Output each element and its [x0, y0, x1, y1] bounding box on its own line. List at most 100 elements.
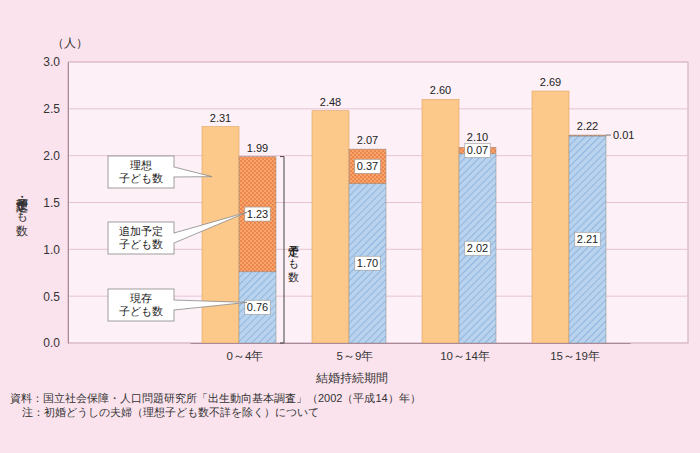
bracket [280, 157, 284, 343]
data-label-box: 2.21 [575, 232, 600, 246]
data-label-bg [465, 143, 490, 157]
data-label-box: 0.76 [245, 300, 270, 314]
callout-joint [173, 168, 175, 177]
callout-box [108, 222, 174, 254]
x-tick-label: 15～19年 [550, 350, 600, 362]
data-label: 2.02 [467, 242, 488, 254]
background [0, 0, 700, 453]
callout: 理想子ども数 [108, 156, 212, 188]
total-label: 2.07 [357, 134, 378, 146]
data-label-bg [245, 300, 270, 314]
data-label-bg [355, 256, 380, 270]
data-label-bg [465, 241, 490, 255]
y-tick: 3.0 [43, 55, 68, 69]
y-tick-label: 2.0 [43, 149, 60, 163]
callout-joint [173, 301, 175, 310]
note: 資料：国立社会保障・人口問題研究所「出生動向基本調査」（2002（平成14）年） [10, 392, 421, 404]
callout-line: 理想 [130, 159, 152, 171]
data-label: 2.60 [430, 84, 451, 96]
x-tick: 10～14年 [440, 343, 490, 362]
data-label-box: 1.70 [355, 256, 380, 270]
bar-segment [239, 272, 276, 343]
x-tick-label: 5～9年 [337, 350, 374, 362]
callout-pointer [174, 167, 212, 177]
x-tick: 5～9年 [337, 343, 374, 362]
y-tick: 2.0 [43, 149, 68, 163]
data-label-bg [355, 159, 380, 173]
callout-joint [173, 234, 175, 243]
callout-line: 追加予定 [119, 225, 163, 237]
callout-line: 子ども数 [119, 238, 163, 250]
total-label: 2.10 [467, 131, 488, 143]
data-label: 2.48 [320, 96, 341, 108]
callout: 現存子ども数 [108, 289, 247, 321]
x-axis: 0～4年 5～9年 10～14年 15～19年 [191, 343, 631, 362]
leader-line [606, 135, 611, 136]
data-label: 2.31 [210, 112, 231, 124]
y-unit: （人） [52, 37, 88, 50]
data-label: 1.70 [357, 257, 378, 269]
x-tick: 15～19年 [550, 343, 600, 362]
bar-segment [349, 149, 386, 184]
bar [532, 91, 569, 343]
data-label: 0.76 [247, 301, 268, 313]
bar-segment [239, 157, 276, 272]
y-tick: 1.5 [43, 196, 68, 210]
callouts: 理想子ども数現存子ども数追加予定子ども数 [108, 156, 247, 321]
callout-label: 理想子ども数 [119, 159, 163, 184]
y-tick-label: 2.5 [43, 102, 60, 116]
bars [202, 91, 606, 343]
y-tick-label: 0.0 [43, 336, 60, 350]
callout-line: 子ども数 [119, 172, 163, 184]
y-tick-label: 0.5 [43, 290, 60, 304]
x-axis-title: 結婚持続期間 [315, 372, 388, 384]
callout-pointer [174, 212, 247, 243]
data-label-bg [575, 232, 600, 246]
bar-segment [459, 154, 496, 343]
y-axis-title: 理想・予定子ども数 [16, 190, 29, 237]
callout: 追加予定子ども数 [108, 212, 247, 254]
y-axis: 0.0 0.5 1.0 1.5 2.0 2.5 3.0 [43, 55, 68, 350]
y-axis-line [68, 63, 69, 344]
data-label-box: 0.37 [355, 159, 380, 173]
callout-box [108, 156, 174, 188]
chart-container: 0.0 0.5 1.0 1.5 2.0 2.5 3.0 0～4年 5～9年 10～14年 15～19… [0, 0, 700, 453]
total-label: 1.99 [247, 142, 268, 154]
labels: 2.312.482.602.690.761.231.991.700.372.07… [210, 76, 635, 343]
grid [68, 62, 688, 343]
y-tick-label: 3.0 [43, 55, 60, 69]
data-label: 2.21 [577, 233, 598, 245]
data-label: 0.37 [357, 160, 378, 172]
callout-line: 現存 [130, 292, 152, 304]
callout-line: 子ども数 [119, 305, 163, 317]
data-label: 0.01 [613, 129, 634, 141]
data-label-box: 2.02 [465, 241, 490, 255]
data-label: 0.07 [467, 144, 488, 156]
note: 注：初婚どうしの夫婦（理想子ども数不詳を除く）について [22, 406, 319, 419]
bar-segment [569, 136, 606, 343]
y-tick-label: 1.0 [43, 243, 60, 257]
data-label-bg [245, 207, 270, 221]
x-tick-label: 10～14年 [440, 350, 490, 362]
y-tick-label: 1.5 [43, 196, 60, 210]
grid-line [68, 62, 688, 63]
callout-label: 追加予定子ども数 [119, 225, 163, 250]
total-label: 2.22 [577, 120, 598, 132]
data-label-box: 0.07 [465, 143, 490, 157]
bracket-label: 予定子ども数 [288, 237, 300, 283]
callout-pointer [174, 300, 247, 310]
x-tick-label: 0～4年 [227, 350, 264, 362]
bar [202, 127, 239, 343]
chart-svg: 0.0 0.5 1.0 1.5 2.0 2.5 3.0 0～4年 5～9年 10～14年 15～19… [0, 0, 700, 453]
callout-box [108, 289, 174, 321]
x-tick: 0～4年 [227, 343, 264, 362]
grid-line [68, 108, 688, 109]
y-tick: 0.0 [43, 336, 68, 350]
bar [422, 99, 459, 343]
y-tick: 2.5 [43, 102, 68, 116]
x-axis-line [191, 343, 631, 344]
data-label: 1.23 [247, 208, 268, 220]
bar-segment [349, 184, 386, 343]
y-tick: 1.0 [43, 243, 68, 257]
y-tick: 0.5 [43, 290, 68, 304]
